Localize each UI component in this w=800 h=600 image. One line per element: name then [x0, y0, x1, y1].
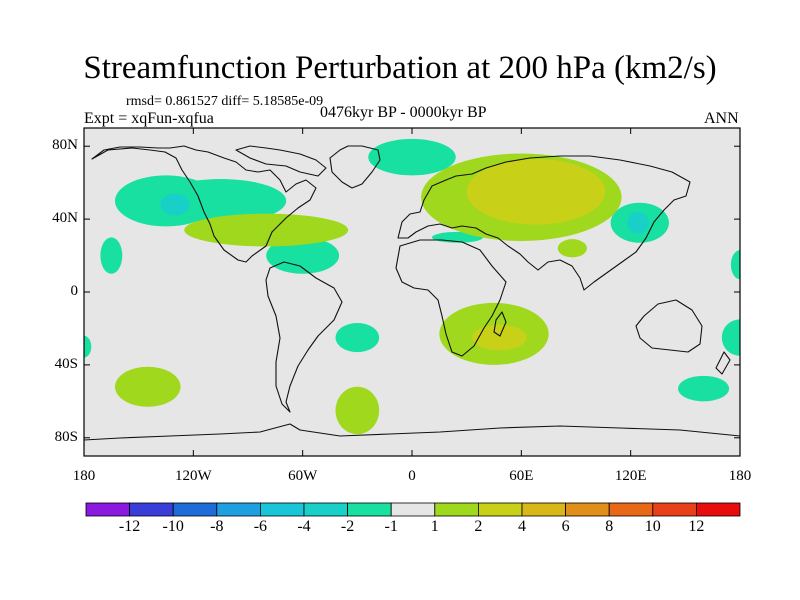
new-zealand-coast: [715, 351, 731, 375]
colorbar-box-9: [477, 502, 523, 517]
y-tick-label-1: 40N: [52, 210, 78, 227]
x-tick-label-6: 180: [728, 468, 752, 484]
colorbar: [85, 502, 741, 517]
colorbar-label-10: 6: [561, 518, 570, 535]
australia-coast: [635, 299, 703, 353]
colorbar-box-3: [216, 502, 261, 517]
y-tick-label-0: 80N: [52, 137, 78, 154]
colorbar-label-13: 12: [688, 518, 705, 535]
colorbar-label-11: 8: [605, 518, 614, 535]
colorbar-label-12: 10: [644, 518, 661, 535]
north-america-coast: [91, 145, 317, 263]
colorbar-label-6: -1: [384, 518, 398, 535]
colorbar-box-0: [85, 502, 130, 517]
stats-text: rmsd= 0.861527 diff= 5.18585e-09: [126, 94, 324, 109]
anomaly-contour-20: [335, 386, 380, 435]
colorbar-box-5: [303, 502, 348, 517]
anomaly-contour-13: [678, 375, 730, 402]
anomaly-contour-2: [160, 193, 190, 216]
anomaly-contour-19: [114, 366, 181, 407]
x-tick-label-0: 180: [72, 468, 96, 484]
anomaly-contour-12: [84, 335, 92, 358]
antarctica-coast: [84, 423, 740, 441]
axis-ticks: [83, 128, 741, 456]
anomaly-contour-16: [466, 158, 606, 225]
colorbar-box-6: [347, 502, 392, 517]
colorbar-label-9: 4: [518, 518, 526, 535]
colorbar-box-12: [608, 502, 654, 517]
colorbar-label-4: -4: [297, 518, 311, 535]
colorbar-label-0: -12: [118, 518, 141, 535]
colorbar-label-2: -8: [210, 518, 224, 535]
x-tick-label-2: 60W: [288, 468, 318, 484]
arctic-islands: [235, 145, 327, 177]
anomaly-contour-1: [155, 179, 287, 223]
experiment-label: Expt = xqFun-xqfua: [84, 110, 214, 127]
colorbar-label-5: -2: [340, 518, 355, 535]
colorbar-label-8: 2: [474, 518, 483, 535]
colorbar-box-7: [390, 502, 436, 517]
anomaly-contour-10: [730, 250, 740, 280]
anomaly-contour-5: [368, 138, 456, 176]
anomaly-contour-4: [266, 237, 340, 274]
x-tick-label-3: 0: [408, 468, 416, 484]
colorbar-label-3: -6: [253, 518, 268, 535]
anomaly-contour-6: [335, 322, 380, 353]
x-tick-label-4: 60E: [509, 468, 534, 484]
x-tick-label-5: 120E: [614, 468, 647, 484]
colorbar-label-7: 1: [430, 518, 439, 535]
colorbar-box-8: [434, 502, 479, 517]
x-tick-label-1: 120W: [174, 468, 212, 484]
anomaly-contour-21: [557, 239, 587, 258]
colorbar-box-2: [172, 502, 218, 517]
eurasia-coast: [397, 155, 691, 291]
y-tick-label-2: 0: [70, 283, 79, 299]
anomaly-contour-14: [184, 213, 349, 247]
colorbar-box-1: [129, 502, 174, 517]
colorbar-box-10: [521, 502, 566, 517]
anomaly-contour-11: [721, 319, 740, 356]
y-tick-label-4: 80S: [54, 428, 78, 445]
anomaly-contour-18: [472, 324, 527, 351]
anomaly-layer: [84, 138, 740, 435]
season-label: ANN: [704, 110, 739, 127]
colorbar-label-1: -10: [162, 518, 184, 535]
anomaly-contour-9: [627, 211, 649, 234]
coastlines: [84, 145, 740, 441]
period-label: 0476kyr BP - 0000kyr BP: [320, 104, 487, 121]
plot-title: Streamfunction Perturbation at 200 hPa (…: [83, 50, 717, 86]
colorbar-box-13: [652, 502, 697, 517]
anomaly-contour-3: [100, 237, 123, 274]
madagascar-coast: [493, 311, 507, 337]
greenland-coast: [329, 145, 381, 189]
africa-coast: [395, 239, 507, 357]
y-tick-label-3: 40S: [54, 355, 78, 372]
colorbar-box-14: [696, 502, 741, 517]
colorbar-box-4: [259, 502, 305, 517]
south-america-coast: [265, 261, 343, 413]
colorbar-box-11: [565, 502, 610, 517]
